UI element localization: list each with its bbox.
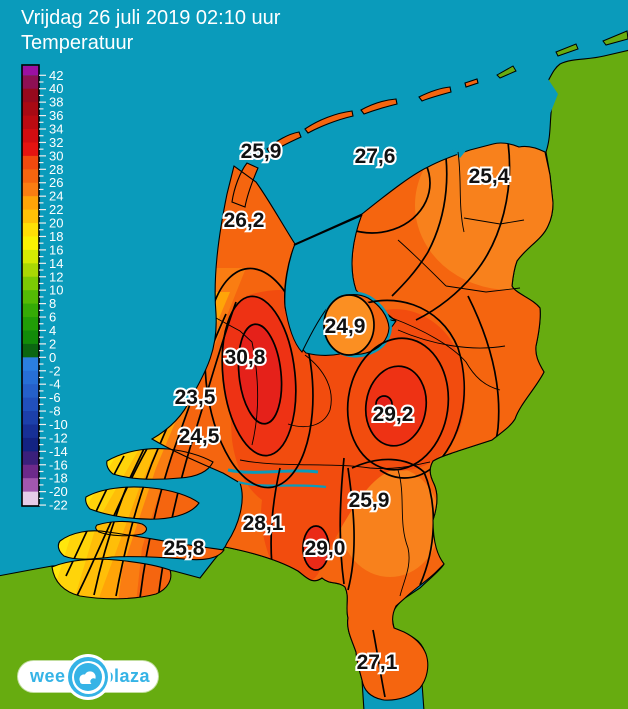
legend-cell bbox=[22, 438, 39, 452]
temperature-label: 30,8 bbox=[225, 346, 266, 369]
temperature-label: 25,9 bbox=[241, 140, 282, 163]
logo-badge-inner-ring bbox=[72, 661, 105, 694]
legend-cell bbox=[22, 371, 39, 385]
legend-cell bbox=[22, 210, 39, 224]
river-waal bbox=[228, 470, 318, 472]
legend-cell bbox=[22, 465, 39, 479]
weerplaza-logo: weer plaza bbox=[18, 654, 160, 700]
temperature-label: 25,4 bbox=[469, 165, 510, 188]
map-title-datetime: Vrijdag 26 juli 2019 02:10 uur bbox=[21, 6, 280, 31]
legend-cell bbox=[22, 223, 39, 237]
legend-cell bbox=[22, 263, 39, 277]
legend-cell bbox=[22, 290, 39, 304]
legend-cell bbox=[22, 129, 39, 143]
legend-cell bbox=[22, 384, 39, 398]
temperature-label: 24,5 bbox=[179, 425, 220, 448]
temperature-label: 28,1 bbox=[243, 512, 284, 535]
legend-cell bbox=[22, 75, 39, 89]
legend-cell bbox=[22, 330, 39, 344]
legend-cell bbox=[22, 102, 39, 116]
cloud-icon bbox=[74, 663, 102, 691]
legend-cell bbox=[22, 478, 39, 492]
legend-cell bbox=[22, 277, 39, 291]
legend-cell bbox=[22, 424, 39, 438]
temperature-label: 27,1 bbox=[357, 651, 398, 674]
cloud-icon-glyph bbox=[77, 670, 99, 685]
legend-cell bbox=[22, 492, 39, 506]
temperature-label: 23,5 bbox=[175, 386, 216, 409]
legend-cell bbox=[22, 156, 39, 170]
temperature-label: 27,6 bbox=[355, 145, 396, 168]
legend-cell bbox=[22, 304, 39, 318]
legend-cell bbox=[22, 66, 39, 75]
legend-cells bbox=[22, 66, 39, 505]
legend-cell bbox=[22, 142, 39, 156]
legend-cell bbox=[22, 196, 39, 210]
map-title-parameter: Temperatuur bbox=[21, 31, 280, 56]
map-title-block: Vrijdag 26 juli 2019 02:10 uur Temperatu… bbox=[21, 6, 280, 56]
legend-cell bbox=[22, 344, 39, 358]
temperature-label: 29,2 bbox=[373, 403, 414, 426]
legend-cell bbox=[22, 169, 39, 183]
legend-cell bbox=[22, 116, 39, 130]
legend-cell bbox=[22, 451, 39, 465]
temperature-label: 24,9 bbox=[325, 315, 366, 338]
logo-badge bbox=[65, 654, 111, 700]
legend-cell bbox=[22, 398, 39, 412]
temperature-label: 26,2 bbox=[224, 209, 265, 232]
legend-cell bbox=[22, 357, 39, 371]
legend-cell bbox=[22, 236, 39, 250]
legend-cell bbox=[22, 250, 39, 264]
legend-cell bbox=[22, 411, 39, 425]
temperature-label: 29,0 bbox=[305, 537, 346, 560]
temperature-map-canvas: 424038363432302826242220181614121086420-… bbox=[0, 0, 628, 709]
legend-cell bbox=[22, 183, 39, 197]
legend-value-label: -22 bbox=[49, 498, 68, 513]
legend-cell bbox=[22, 89, 39, 103]
temperature-label: 25,8 bbox=[164, 537, 205, 560]
legend-cell bbox=[22, 317, 39, 331]
logo-badge-ring bbox=[68, 657, 108, 697]
temperature-label: 25,9 bbox=[349, 489, 390, 512]
